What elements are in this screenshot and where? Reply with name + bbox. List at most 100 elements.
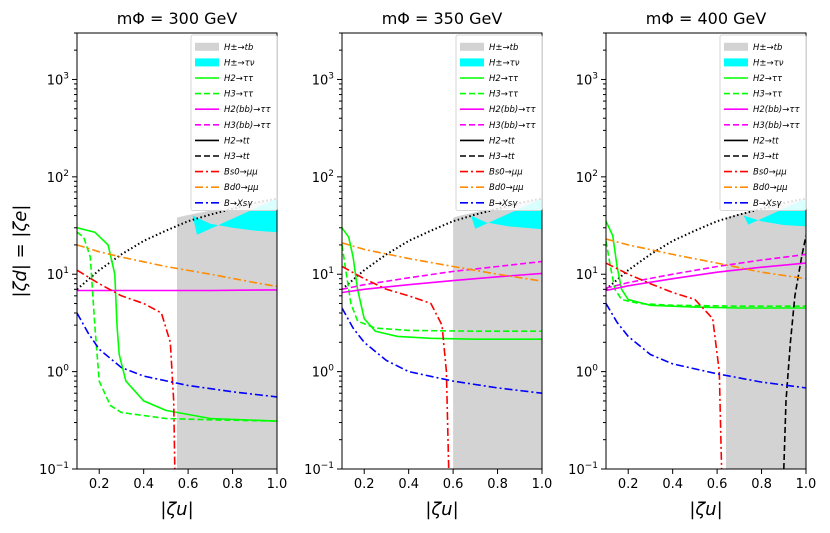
y-tick-label: 103 bbox=[312, 71, 334, 88]
x-tick-label: 1.0 bbox=[532, 477, 553, 492]
legend-label: Bs0→μμ bbox=[753, 168, 787, 178]
y-axis-label: |ζd| = |ζe| bbox=[10, 205, 31, 298]
y-tick-label: 10−1 bbox=[304, 461, 334, 478]
legend-label: Bd0→μμ bbox=[224, 183, 259, 193]
curve-h3-bb- bbox=[342, 260, 542, 291]
legend-label: H2(bb)→ττ bbox=[753, 105, 800, 115]
x-tick-label: 1.0 bbox=[796, 477, 817, 492]
curve-h3- bbox=[606, 240, 806, 307]
legend-label: H2→tt bbox=[753, 136, 779, 146]
tb-excluded-region bbox=[177, 198, 277, 469]
x-tick-label: 0.4 bbox=[662, 477, 683, 492]
legend: H±→tb H±→τν H2→ττ H3→ττ H2(bb)→ττ H3(bb)→ττ H2… bbox=[719, 34, 807, 212]
curve-bs0- bbox=[342, 265, 450, 469]
legend-label: H3→tt bbox=[753, 152, 779, 162]
legend-label: H3→tt bbox=[489, 152, 515, 162]
legend-label: H3→ττ bbox=[753, 90, 783, 100]
y-tick-label: 103 bbox=[576, 71, 598, 88]
legend-label: H2(bb)→ττ bbox=[224, 105, 271, 115]
axes-frame bbox=[76, 32, 278, 470]
x-tick-label: 0.8 bbox=[222, 477, 243, 492]
legend-label: H3→ττ bbox=[489, 90, 519, 100]
x-tick-label: 0.6 bbox=[443, 477, 464, 492]
y-tick-label: 101 bbox=[312, 266, 334, 283]
plot-area bbox=[77, 197, 277, 469]
y-tick-label: 10−1 bbox=[568, 461, 598, 478]
legend-label: H±→τν bbox=[753, 58, 784, 68]
panel-title: mΦ = 350 GeV bbox=[382, 9, 503, 28]
curve-h2- bbox=[342, 227, 542, 340]
curve-h3-bb- bbox=[606, 253, 806, 289]
y-tick-label: 101 bbox=[576, 266, 598, 283]
tb-excluded-region bbox=[726, 198, 806, 469]
curve-h2-bb- bbox=[606, 262, 806, 292]
curve-h3-tt bbox=[783, 235, 806, 469]
legend-label: Bd0→μμ bbox=[753, 183, 788, 193]
legend-label: H±→τν bbox=[489, 58, 520, 68]
curve-b-xs- bbox=[342, 307, 542, 394]
legend-box bbox=[455, 34, 543, 212]
y-tick-label: 10−1 bbox=[39, 461, 69, 478]
taunu-excluded-region bbox=[192, 198, 277, 235]
curve-bd0- bbox=[77, 244, 277, 288]
legend-label: B→Xsγ bbox=[489, 199, 518, 209]
legend-label: H3→tt bbox=[224, 152, 250, 162]
y-tick-label: 100 bbox=[47, 364, 70, 381]
panel-2: mΦ = 350 GeV 0.2 0.4 0.6 0.8 1.0 10−1 100 101 102… bbox=[304, 9, 552, 520]
curve-h3- bbox=[77, 231, 277, 422]
panel-1: mΦ = 300 GeV 0.2 0.4 0.6 0.8 1.0 10−1 100 101 102… bbox=[39, 9, 287, 520]
legend-swatch bbox=[460, 42, 484, 51]
panel-title: mΦ = 400 GeV bbox=[646, 9, 767, 28]
x-tick-label: 0.2 bbox=[89, 477, 110, 492]
curve-b-xs- bbox=[606, 303, 806, 389]
legend-label: H±→τν bbox=[224, 58, 255, 68]
y-tick-label: 100 bbox=[312, 364, 335, 381]
x-axis-label: |ζu| bbox=[160, 499, 193, 520]
curve-h2-bb- bbox=[77, 289, 277, 292]
x-tick-label: 0.2 bbox=[354, 477, 375, 492]
legend-label: H2→tt bbox=[224, 136, 250, 146]
legend-swatch bbox=[195, 58, 219, 67]
x-tick-label: 0.8 bbox=[751, 477, 772, 492]
legend-label: H2→ττ bbox=[224, 74, 254, 84]
y-tick-label: 100 bbox=[576, 364, 599, 381]
taunu-excluded-region bbox=[743, 198, 806, 227]
curve-bd0- bbox=[606, 238, 806, 280]
legend-swatch bbox=[460, 58, 484, 67]
x-tick-label: 0.4 bbox=[133, 477, 154, 492]
curve-bd0- bbox=[342, 242, 542, 282]
axes-frame bbox=[605, 32, 807, 470]
legend-label: Bd0→μμ bbox=[489, 183, 524, 193]
y-tick-label: 103 bbox=[47, 71, 69, 88]
x-tick-label: 0.2 bbox=[618, 477, 639, 492]
x-axis-label: |ζu| bbox=[425, 499, 458, 520]
x-tick-label: 0.6 bbox=[707, 477, 728, 492]
legend-label: H2→ττ bbox=[489, 74, 519, 84]
y-tick-label: 102 bbox=[312, 169, 334, 186]
axes-frame bbox=[341, 32, 543, 470]
legend-swatch bbox=[724, 42, 748, 51]
legend: H±→tb H±→τν H2→ττ H3→ττ H2(bb)→ττ H3(bb)→ττ H2… bbox=[455, 34, 543, 212]
panel-title: mΦ = 300 GeV bbox=[117, 9, 238, 28]
y-tick-label: 101 bbox=[47, 266, 69, 283]
legend-swatch bbox=[724, 58, 748, 67]
x-tick-label: 1.0 bbox=[267, 477, 288, 492]
plot-area bbox=[342, 197, 542, 469]
tb-excluded-region bbox=[453, 198, 542, 469]
legend-label: H±→tb bbox=[224, 43, 253, 53]
legend-swatch bbox=[195, 42, 219, 51]
y-tick-label: 102 bbox=[576, 169, 598, 186]
curve-b-xs- bbox=[77, 312, 277, 398]
legend-label: H3(bb)→ττ bbox=[753, 121, 800, 131]
legend-label: Bs0→μμ bbox=[489, 168, 523, 178]
legend-label: B→Xsγ bbox=[753, 199, 782, 209]
legend-label: H2→ττ bbox=[753, 74, 783, 84]
legend-box bbox=[719, 34, 807, 212]
plot-area bbox=[606, 197, 806, 469]
legend-label: H2→tt bbox=[489, 136, 515, 146]
panel-3: mΦ = 400 GeV 0.2 0.4 0.6 0.8 1.0 10−1 100 101 102… bbox=[568, 9, 816, 520]
legend-label: H3(bb)→ττ bbox=[224, 121, 271, 131]
legend-label: Bs0→μμ bbox=[224, 168, 258, 178]
x-tick-label: 0.8 bbox=[487, 477, 508, 492]
